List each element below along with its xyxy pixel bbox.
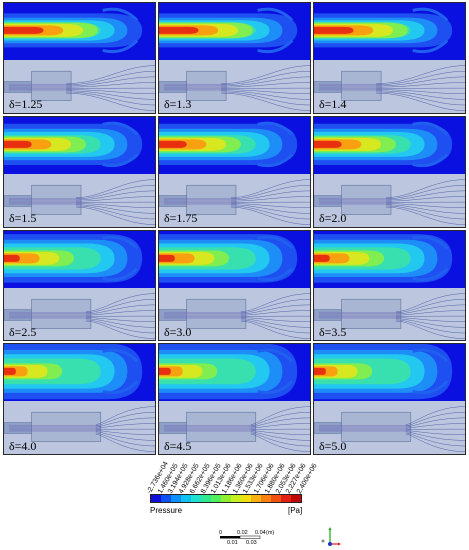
pressure-legend: -2.736e+04 1.460e+05 3.194e+05 4.928e+05 6.6…	[146, 458, 319, 518]
scale-label-004: 0.04	[255, 530, 266, 536]
scale-label-0: 0	[219, 530, 223, 536]
pressure-contour	[314, 3, 465, 61]
legend-color-bin	[281, 495, 291, 502]
streamline-graphic	[4, 401, 155, 455]
legend-color-bin	[261, 495, 271, 502]
pressure-contour	[314, 116, 465, 174]
axis-triad	[318, 526, 342, 548]
legend-color-bin	[151, 495, 161, 502]
panel: δ=4.0	[3, 343, 156, 455]
scale-label-003: 0.03	[246, 540, 257, 546]
legend-unit: [Pa]	[288, 506, 303, 515]
streamline-graphic	[4, 60, 155, 113]
panel: δ=3.5	[313, 229, 466, 342]
panel: δ=1.75	[158, 115, 311, 228]
panel: δ=4.5	[158, 343, 311, 455]
streamline-view: δ=3.0	[159, 287, 310, 341]
streamline-graphic	[314, 60, 465, 113]
delta-label: δ=1.5	[9, 211, 37, 226]
streamline-view: δ=1.3	[159, 60, 310, 113]
panel: δ=5.0	[313, 343, 466, 455]
legend-color-bin	[231, 495, 241, 502]
panel: δ=1.3	[158, 2, 311, 114]
legend-colorbar	[150, 494, 302, 503]
legend-color-bin	[201, 495, 211, 502]
streamline-view: δ=3.5	[314, 287, 465, 341]
streamline-view: δ=1.25	[4, 60, 155, 113]
delta-label: δ=1.4	[319, 97, 347, 112]
legend-color-bin	[211, 495, 221, 502]
panel: δ=1.4	[313, 2, 466, 114]
pressure-contour	[159, 230, 310, 288]
streamline-graphic	[314, 287, 465, 341]
delta-label: δ=3.0	[164, 324, 192, 339]
streamline-view: δ=5.0	[314, 401, 465, 455]
pressure-contour	[159, 344, 310, 402]
scale-bar-graphic	[220, 535, 261, 539]
legend-color-bin	[251, 495, 261, 502]
streamline-graphic	[159, 401, 310, 455]
legend-title: Pressure	[150, 506, 183, 515]
legend-color-bin	[221, 495, 231, 502]
streamline-view: δ=2.5	[4, 287, 155, 341]
legend-color-bin	[291, 495, 301, 502]
pressure-contour	[4, 116, 155, 174]
pressure-contour	[159, 116, 310, 174]
streamline-graphic	[4, 287, 155, 341]
streamline-view: δ=4.5	[159, 401, 310, 455]
panel: δ=2.0	[313, 115, 466, 228]
legend-color-bin	[241, 495, 251, 502]
panel: δ=2.5	[3, 229, 156, 342]
streamline-graphic	[4, 173, 155, 227]
axis-triad-icon	[321, 527, 341, 546]
streamline-view: δ=4.0	[4, 401, 155, 455]
delta-label: δ=4.5	[164, 438, 192, 453]
streamline-graphic	[314, 173, 465, 227]
streamline-graphic	[159, 60, 310, 113]
panel: δ=1.5	[3, 115, 156, 228]
scale-unit: (m)	[266, 530, 275, 536]
streamline-graphic	[159, 173, 310, 227]
delta-label: δ=4.0	[9, 438, 37, 453]
pressure-contour	[4, 230, 155, 288]
streamline-graphic	[159, 287, 310, 341]
streamline-graphic	[314, 401, 465, 455]
streamline-view: δ=1.4	[314, 60, 465, 113]
legend-color-bin	[171, 495, 181, 502]
streamline-view: δ=2.0	[314, 173, 465, 227]
delta-label: δ=5.0	[319, 438, 347, 453]
delta-label: δ=3.5	[319, 324, 347, 339]
panel: δ=3.0	[158, 229, 311, 342]
scale-bar: 0 0.02 0.04 (m) 0.01 0.03	[218, 530, 278, 548]
legend-color-bin	[181, 495, 191, 502]
pressure-contour	[314, 344, 465, 402]
delta-label: δ=1.3	[164, 97, 192, 112]
delta-label: δ=1.25	[9, 97, 43, 112]
streamline-view: δ=1.5	[4, 173, 155, 227]
delta-label: δ=2.0	[319, 211, 347, 226]
legend-color-bin	[161, 495, 171, 502]
pressure-contour	[159, 3, 310, 61]
panel: δ=1.25	[3, 2, 156, 114]
scale-label-001: 0.01	[227, 540, 238, 546]
streamline-view: δ=1.75	[159, 173, 310, 227]
pressure-contour	[4, 3, 155, 61]
legend-color-bin	[271, 495, 281, 502]
pressure-contour	[314, 230, 465, 288]
delta-label: δ=1.75	[164, 211, 198, 226]
scale-label-002: 0.02	[237, 530, 248, 536]
delta-label: δ=2.5	[9, 324, 37, 339]
pressure-contour	[4, 344, 155, 402]
legend-color-bin	[191, 495, 201, 502]
panel-grid: δ=1.25 δ=1.3 δ=1.4 δ=1.5 δ=1.75 δ=2.0 δ=2.5 δ=3…	[3, 2, 466, 455]
